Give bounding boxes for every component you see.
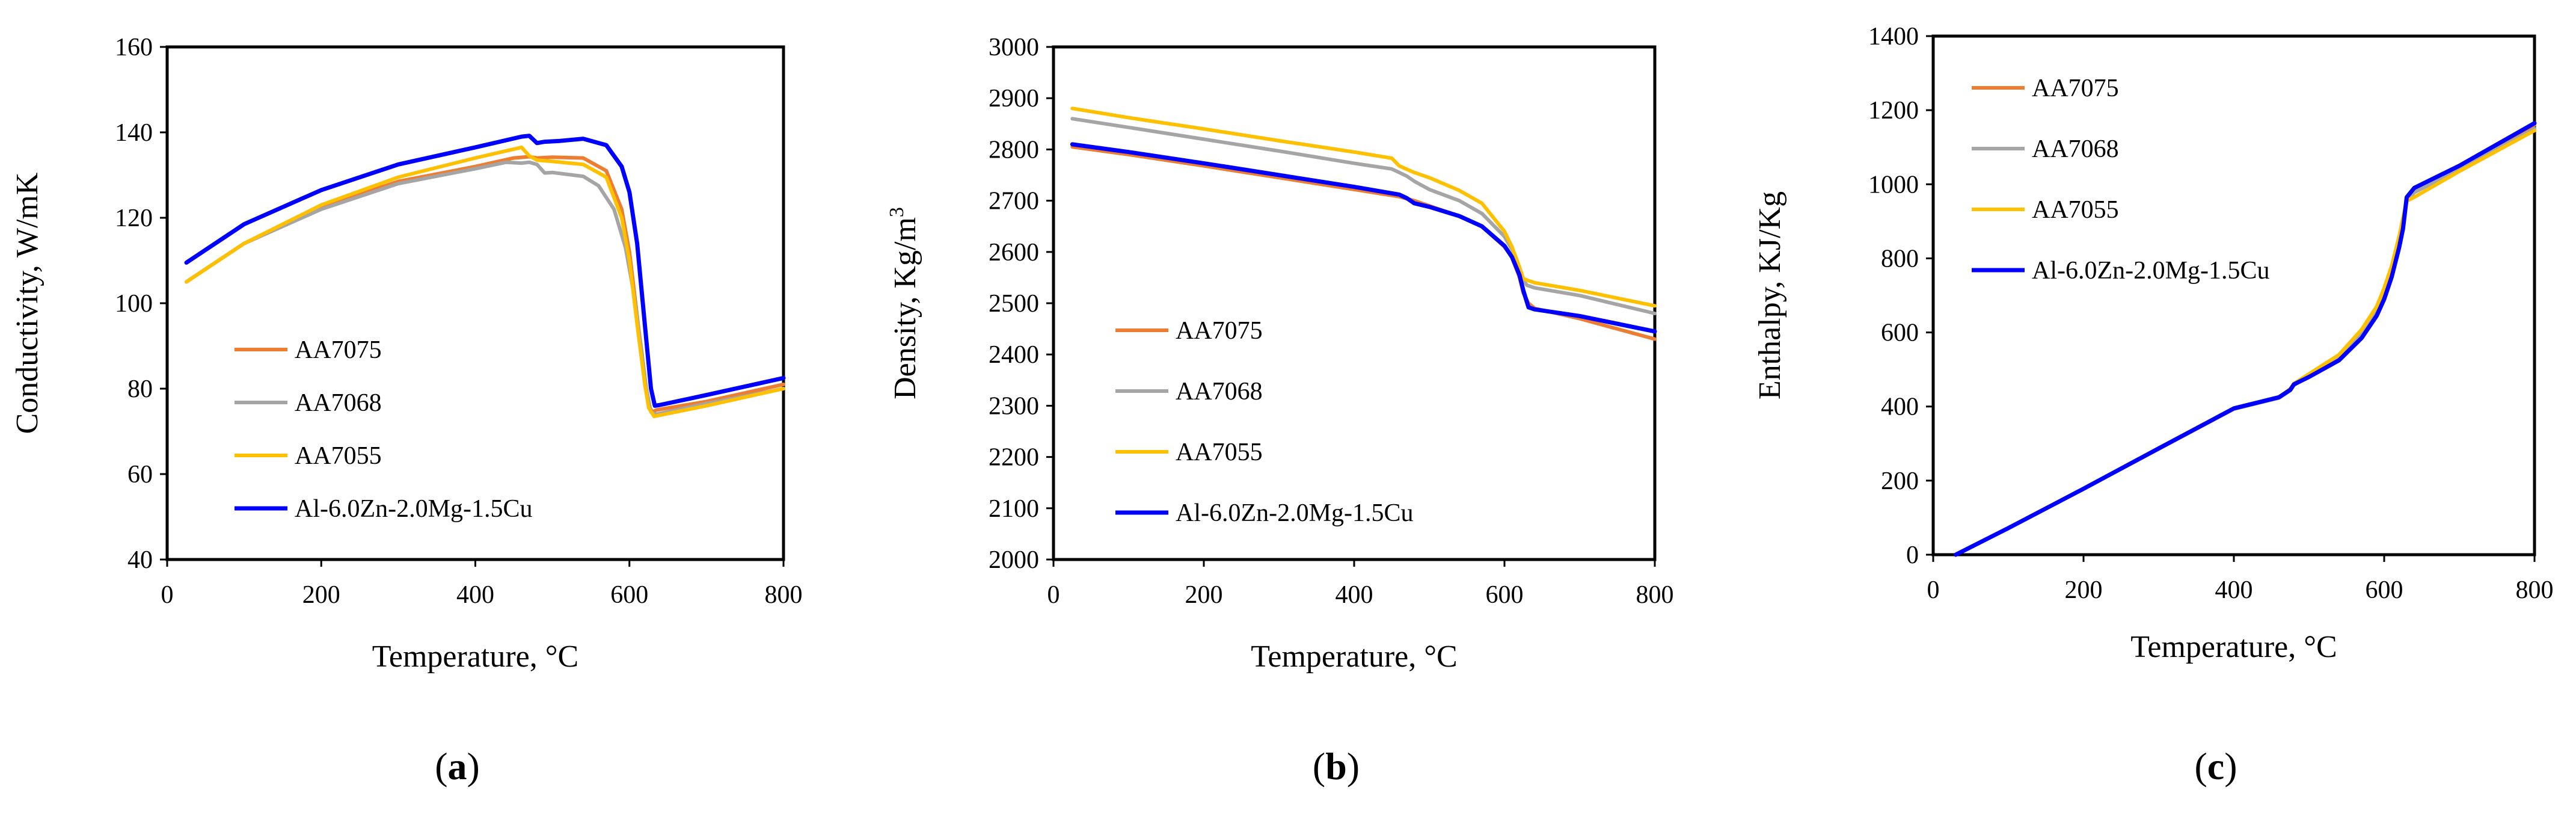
x-tick-label: 400 [456, 581, 494, 609]
legend: AA7075 AA7068 AA7055 Al-6.0Zn-2.0Mg-1.5Cu [1972, 75, 2269, 285]
y-tick-label: 600 [1881, 319, 1919, 347]
x-tick-label: 400 [2215, 576, 2253, 604]
y-tick-label: 120 [115, 205, 153, 232]
y-tick-label: 2400 [989, 341, 1039, 369]
panel-label: (b) [1313, 745, 1360, 788]
y-tick-label: 800 [1881, 245, 1919, 273]
legend-label-aa7055: AA7055 [295, 442, 382, 470]
x-tick-label: 800 [1636, 581, 1674, 609]
y-axis-title: Conductivity, W/mK [10, 172, 44, 434]
y-tick-label: 2100 [989, 495, 1039, 523]
x-axis-title: Temperature, °C [372, 640, 578, 674]
x-tick-label: 0 [161, 581, 174, 609]
x-tick-label: 600 [610, 581, 648, 609]
x-tick-label: 800 [765, 581, 803, 609]
panel-label: (a) [435, 745, 480, 788]
y-tick-label: 140 [115, 119, 153, 147]
x-tick-label: 200 [2065, 576, 2103, 604]
series-line-al-6-0zn-2-0mg-1-5cu [1954, 121, 2537, 557]
legend-label-aa7055: AA7055 [1176, 439, 1263, 466]
plot-frame [165, 45, 785, 561]
x-axis-title: Temperature, °C [2130, 630, 2337, 664]
legend-label-aa7068: AA7068 [2032, 135, 2119, 163]
y-tick-label: 1400 [1868, 23, 1919, 51]
x-tick-label: 400 [1336, 581, 1373, 609]
x-tick-label: 0 [1047, 581, 1060, 609]
y-tick-label: 2500 [989, 290, 1039, 318]
y-tick-label: 0 [1906, 541, 1919, 569]
series-line-aa7055 [1954, 129, 2536, 557]
y-tick-label: 2000 [989, 546, 1039, 574]
series-line-aa7075 [185, 155, 785, 414]
plot-frame [1931, 34, 2536, 557]
y-axis-title: Enthalpy, KJ/Kg [1753, 191, 1787, 399]
x-tick-label: 200 [302, 581, 340, 609]
legend-label-aa7068: AA7068 [1176, 378, 1263, 405]
series-line-aa7068 [1070, 117, 1657, 315]
series-line-al-6-0zn-2-0mg-1-5cu [184, 134, 786, 408]
x-tick-label: 200 [1185, 581, 1223, 609]
legend: AA7075 AA7068 AA7055 Al-6.0Zn-2.0Mg-1.5Cu [1115, 317, 1413, 527]
y-tick-label: 2300 [989, 392, 1039, 420]
y-axis-title: Density, Kg/m3 [886, 207, 922, 399]
series-line-aa7075 [1954, 123, 2536, 557]
y-tick-label: 100 [115, 290, 153, 318]
panel-label: (c) [2194, 745, 2237, 788]
y-tick-label: 2700 [989, 188, 1039, 215]
y-tick-label: 2900 [989, 85, 1039, 113]
y-tick-label: 80 [127, 375, 153, 403]
series-line-aa7075 [1070, 145, 1657, 341]
legend-label-al-6-0zn-2-0mg-1-5cu: Al-6.0Zn-2.0Mg-1.5Cu [295, 495, 532, 523]
legend: AA7075 AA7068 AA7055 Al-6.0Zn-2.0Mg-1.5Cu [235, 336, 532, 523]
series-line-aa7055 [185, 145, 785, 419]
y-tick-label: 1000 [1868, 171, 1919, 199]
y-tick-label: 400 [1881, 393, 1919, 421]
y-tick-label: 3000 [989, 34, 1039, 61]
x-tick-label: 800 [2516, 576, 2554, 604]
y-tick-label: 2200 [989, 444, 1039, 472]
y-tick-label: 2800 [989, 136, 1039, 164]
legend-label-aa7075: AA7075 [2032, 75, 2119, 102]
legend-label-al-6-0zn-2-0mg-1-5cu: Al-6.0Zn-2.0Mg-1.5Cu [2032, 257, 2269, 285]
y-tick-label: 2600 [989, 239, 1039, 267]
y-tick-label: 60 [127, 461, 153, 489]
legend-label-al-6-0zn-2-0mg-1-5cu: Al-6.0Zn-2.0Mg-1.5Cu [1176, 499, 1413, 527]
chart-panel-b: 2000210022002300240025002600270028002900… [886, 34, 1674, 788]
chart-panel-c: 0 200 400 600 800 1000 1200 1400 0 200 400 600 800 AA… [1753, 23, 2554, 788]
series-line-aa7068 [185, 160, 785, 416]
legend-label-aa7068: AA7068 [295, 389, 382, 417]
series-line-aa7068 [1954, 126, 2536, 557]
legend-label-aa7055: AA7055 [2032, 196, 2119, 224]
legend-label-aa7075: AA7075 [295, 336, 382, 364]
legend-label-aa7075: AA7075 [1176, 317, 1263, 345]
y-tick-label: 1200 [1868, 97, 1919, 125]
plot-frame [1052, 45, 1657, 561]
series-line-aa7055 [1070, 106, 1657, 308]
x-tick-label: 600 [2366, 576, 2403, 604]
y-tick-label: 200 [1881, 467, 1919, 495]
y-tick-label: 40 [127, 546, 153, 574]
y-tick-label: 160 [115, 34, 153, 61]
x-tick-label: 0 [1927, 576, 1940, 604]
series-line-al-6-0zn-2-0mg-1-5cu [1070, 142, 1657, 334]
x-tick-label: 600 [1486, 581, 1524, 609]
x-axis-title: Temperature, °C [1251, 640, 1457, 674]
